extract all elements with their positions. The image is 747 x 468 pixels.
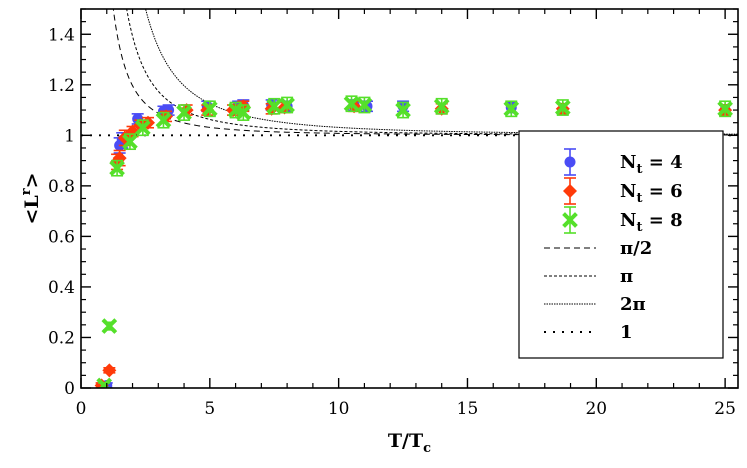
y-tick-label: 0.8 [48,177,75,197]
legend-item-3: Nt = 8 [562,206,683,235]
legend-curve-label-3: 2π [620,294,646,315]
legend-marker-1 [564,156,576,168]
legend-curve-label-2: π [620,266,633,287]
series-3-point-14 [356,97,373,113]
series-3-point-17 [503,100,520,117]
legend-label-tail: = 6 [642,181,682,202]
series-3-point-3 [109,160,125,177]
y-tick-label: 0.2 [48,328,75,348]
curve-2π [145,9,738,135]
legend-label-tail: = 4 [642,152,682,173]
series-3-point-11 [266,98,283,115]
legend-label-sub: t [636,162,642,177]
legend-label-main: N [620,181,636,202]
legend-item-1: Nt = 4 [564,148,683,177]
legend-marker-3 [562,212,578,228]
x-tick-label: 10 [328,399,350,419]
series-3-point-5 [135,119,151,136]
y-tick-label: 1.2 [48,76,75,96]
legend-item-2: Nt = 6 [563,177,683,206]
y-tick-label: 0.4 [48,278,75,298]
x-tick-label: 0 [76,399,87,419]
y-tick-label: 0 [64,379,75,399]
legend-curve-item-3: 2π [544,294,646,315]
x-axis-label-sub: c [423,441,431,456]
curve-π/2 [112,9,738,136]
x-tick-label: 15 [457,399,479,419]
y-axis-label-main: <L [21,195,43,224]
legend-curve-item-1: π/2 [544,238,652,259]
y-tick-label: 0.6 [48,227,75,247]
series-3-point-8 [201,100,218,117]
series-3-point-1 [96,377,113,388]
legend-label-sub: t [636,191,642,206]
series-3-point-10 [235,104,252,121]
legend-box [518,130,724,359]
series-3-point-19 [717,100,733,117]
series-3-point-7 [176,104,192,121]
legend-marker-2 [563,184,577,198]
series-3-point-13 [343,95,360,112]
y-axis-label-tail: > [21,172,43,188]
series-3-point-15 [395,102,411,118]
series-3-point-16 [433,98,450,115]
x-axis-label: T/Tc [388,430,431,456]
series-3-point-18 [554,99,571,116]
series-3-point-2 [101,318,118,334]
series-3-point-4 [122,133,138,150]
series-3-point-12 [279,97,295,113]
legend-curve-item-4: 1 [544,322,633,343]
legend-curve-label-4: 1 [620,322,633,343]
curve-π [126,9,738,136]
series-3 [96,95,733,388]
legend-curve-label-1: π/2 [620,238,652,259]
x-tick-label: 25 [714,399,736,419]
y-tick-label: 1.4 [48,25,75,45]
legend-label-tail: = 8 [642,210,682,231]
data-points [94,95,733,388]
series-2-point-2 [102,363,117,378]
y-axis-label: <Lr> [19,172,43,224]
legend-label-main: N [620,152,636,173]
x-tick-label: 5 [204,399,215,419]
legend-curve-item-2: π [544,266,633,287]
x-tick-label: 20 [585,399,607,419]
axes: 0 5 10 15 20 25 0 0.2 0.4 0.6 0.8 1 1.2 1.4 [48,8,739,419]
legend-label-2: Nt = 6 [620,181,683,206]
series-3-point-6 [155,112,172,129]
y-axis-label-sup: r [19,188,34,195]
legend-label-main: N [620,210,636,231]
axis-labels: T/Tc <Lr> [19,172,431,456]
legend-label-1: Nt = 4 [620,152,683,177]
legend-label-sub: t [636,220,642,235]
legend-label-3: Nt = 8 [620,210,683,235]
x-axis-label-main: T/T [388,430,423,452]
y-tick-label: 1 [64,126,75,146]
